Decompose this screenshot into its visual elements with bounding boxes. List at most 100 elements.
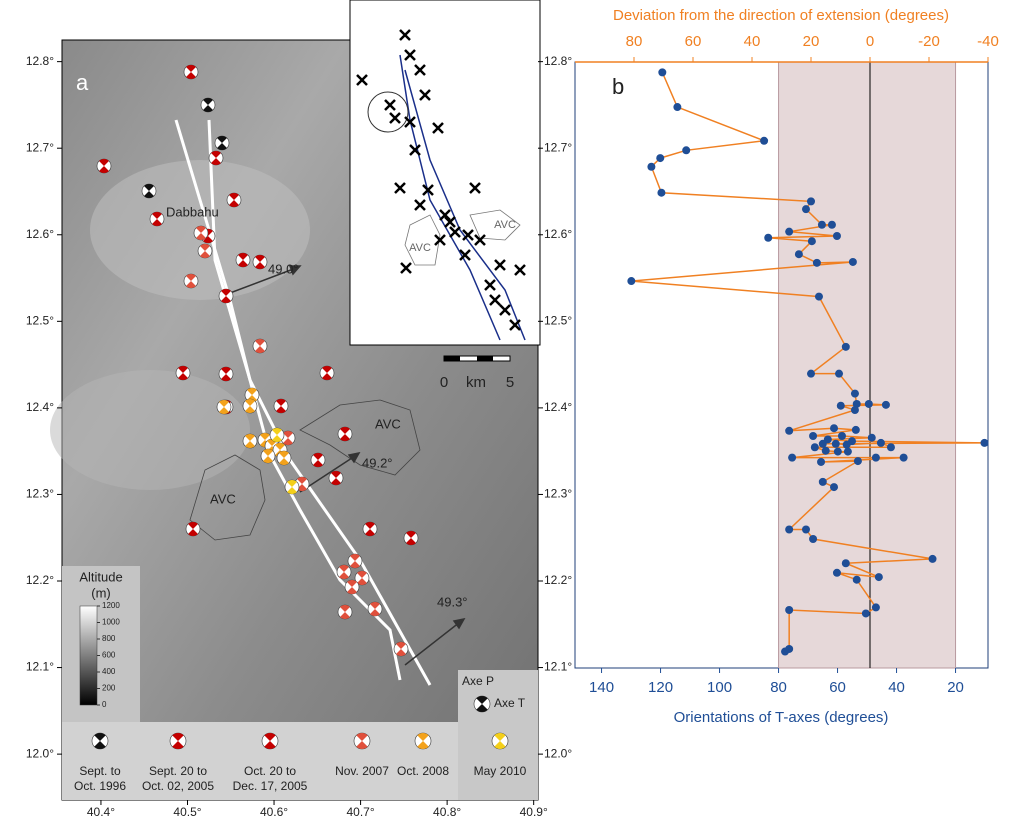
volcano-outline (299, 399, 421, 476)
ball-quad (221, 367, 231, 381)
ball-quad (188, 522, 198, 536)
ball-quad (476, 696, 488, 712)
ball-quad (279, 451, 289, 465)
colorbar-tick-label: 600 (102, 651, 116, 660)
x-tick-label: 40.4° (87, 805, 115, 819)
focal-mechanism (216, 399, 232, 415)
point (764, 233, 773, 242)
focal-mechanism (414, 732, 432, 750)
ball-quad (283, 430, 293, 445)
focal-mechanism (214, 135, 230, 151)
point (818, 439, 827, 448)
inset-event (474, 234, 486, 246)
point (881, 400, 890, 409)
colorbar-unit: (m) (91, 585, 111, 600)
focal-mechanism (193, 225, 209, 241)
inset-event (384, 99, 396, 111)
point (832, 568, 841, 577)
x-axis-title: Orientations of T-axes (degrees) (674, 709, 889, 726)
point (673, 103, 682, 112)
ball-quad (276, 399, 286, 413)
focal-mechanism (353, 732, 371, 750)
focal-mechanism (344, 579, 360, 595)
x2-tick-label: 40 (744, 33, 761, 50)
focal-mechanism (252, 254, 268, 270)
point (864, 399, 873, 408)
inset-event (484, 279, 496, 291)
ball-quad (203, 97, 213, 112)
focal-mechanism (273, 398, 289, 414)
point (785, 426, 794, 435)
volcano-label: AVC (210, 491, 236, 506)
y-tick-label: 12.5° (26, 313, 54, 327)
focal-mechanism (393, 641, 409, 657)
point (836, 401, 845, 410)
inset-event (444, 216, 456, 228)
point (871, 603, 880, 612)
inset-event (489, 294, 501, 306)
x2-tick-label: 60 (685, 33, 702, 50)
point (874, 573, 883, 582)
inset-event (389, 112, 401, 124)
y-tick-label: 12.1° (544, 660, 572, 674)
scale-tick-label: 0 (440, 374, 448, 391)
inset-event (449, 226, 461, 238)
point (785, 605, 794, 614)
ball-quad (331, 470, 341, 485)
inset-event (462, 229, 474, 241)
inset-volcano-label: AVC (409, 242, 431, 254)
legend-area (62, 722, 458, 800)
inset-event (404, 49, 416, 61)
y-tick-label: 12.7° (544, 140, 572, 154)
axes-legend: Axe P (462, 674, 494, 688)
scale-unit: km (466, 374, 486, 391)
point (817, 457, 826, 466)
focal-mechanism (491, 732, 509, 750)
volcano-outline (189, 454, 266, 541)
point (809, 535, 818, 544)
focal-mechanism (242, 433, 258, 449)
y-tick-label: 12.2° (544, 573, 572, 587)
focal-mechanism (235, 252, 251, 268)
focal-mechanism (169, 732, 187, 750)
x2-tick-label: 0 (866, 33, 874, 50)
inset-event (356, 74, 368, 86)
point (876, 438, 885, 447)
ball-quad (172, 733, 184, 749)
focal-mechanism (197, 243, 213, 259)
ball-quad (186, 65, 196, 80)
focal-mechanism (319, 365, 335, 381)
point (801, 525, 810, 534)
y-tick-label: 12.5° (544, 313, 572, 327)
y-tick-label: 12.4° (26, 400, 54, 414)
x-tick-label: 80 (770, 679, 787, 696)
point (830, 483, 839, 492)
colorbar-tick-label: 200 (102, 684, 116, 693)
point (627, 277, 636, 286)
ball-quad (196, 226, 206, 241)
ball-quad (350, 554, 360, 568)
inset-event (414, 199, 426, 211)
ball-quad (238, 253, 248, 267)
colorbar-title: Altitude (79, 569, 122, 584)
focal-mechanism (183, 64, 199, 80)
point (980, 438, 989, 447)
point (837, 431, 846, 440)
inset-volcano (404, 214, 441, 266)
point (831, 439, 840, 448)
y-tick-label: 12.4° (544, 400, 572, 414)
point (801, 205, 810, 214)
focal-mechanism (337, 604, 353, 620)
focal-mechanism (337, 426, 353, 442)
point (657, 188, 666, 197)
arrows (221, 265, 466, 666)
focal-mechanism (183, 273, 199, 289)
point (867, 433, 876, 442)
point (835, 369, 844, 378)
colorbar-tick-label: 1000 (102, 618, 120, 627)
x2-tick-label: -40 (977, 33, 999, 50)
inset-event (414, 64, 426, 76)
point (852, 575, 861, 584)
y-tick-label: 12.8° (544, 54, 572, 68)
